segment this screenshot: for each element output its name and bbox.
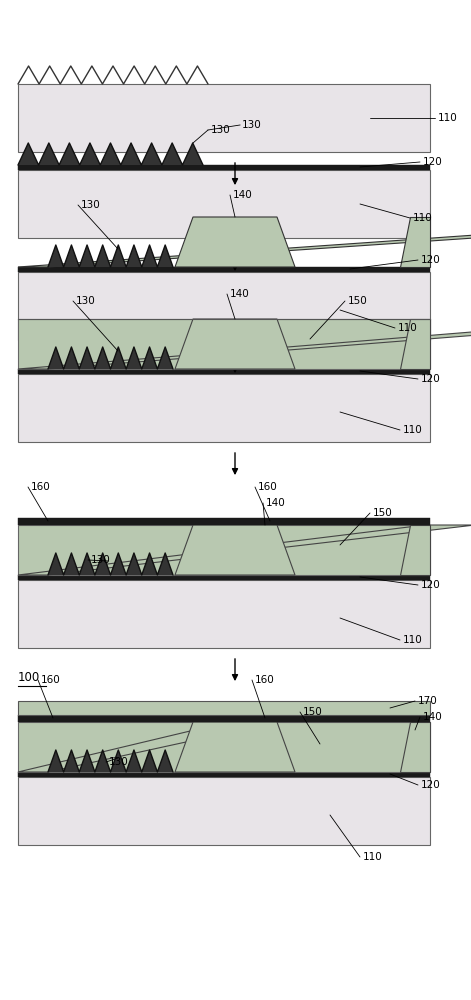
Text: 120: 120 <box>423 157 443 167</box>
Text: 110: 110 <box>413 213 433 223</box>
Bar <box>18 777 430 845</box>
Text: 150: 150 <box>303 707 323 717</box>
Bar <box>18 165 430 170</box>
Text: 140: 140 <box>266 498 286 508</box>
Bar <box>18 715 430 722</box>
Text: 130: 130 <box>76 296 96 306</box>
Bar <box>18 374 430 442</box>
Text: 130: 130 <box>211 125 231 135</box>
Bar <box>18 701 430 715</box>
Text: 120: 120 <box>421 580 441 590</box>
Bar <box>18 319 430 369</box>
Bar <box>18 772 430 777</box>
Text: 110: 110 <box>403 425 423 435</box>
Text: 130: 130 <box>109 757 129 767</box>
Polygon shape <box>48 245 173 267</box>
Bar <box>18 722 430 772</box>
Text: 110: 110 <box>403 635 423 645</box>
Text: 110: 110 <box>363 852 383 862</box>
Bar <box>18 272 430 340</box>
Polygon shape <box>48 553 173 575</box>
Polygon shape <box>400 525 430 575</box>
Text: 120: 120 <box>421 780 441 790</box>
Bar <box>18 575 430 580</box>
Polygon shape <box>175 319 295 369</box>
Polygon shape <box>48 750 173 772</box>
Text: 120: 120 <box>421 255 441 265</box>
Text: 150: 150 <box>373 508 393 518</box>
Text: 140: 140 <box>230 289 250 299</box>
Bar <box>18 369 430 374</box>
Text: 130: 130 <box>242 120 262 130</box>
Text: 100: 100 <box>18 671 40 684</box>
Bar <box>18 580 430 648</box>
Text: 140: 140 <box>233 190 253 200</box>
Bar <box>18 525 430 575</box>
Text: 160: 160 <box>31 482 51 492</box>
Polygon shape <box>400 217 430 267</box>
Polygon shape <box>175 217 295 267</box>
Polygon shape <box>175 722 295 772</box>
Polygon shape <box>175 525 295 575</box>
Polygon shape <box>400 722 430 772</box>
Polygon shape <box>18 217 471 267</box>
Text: 160: 160 <box>255 675 275 685</box>
Text: 110: 110 <box>438 113 458 123</box>
Text: 110: 110 <box>398 323 418 333</box>
Bar <box>18 518 430 525</box>
Text: 160: 160 <box>258 482 278 492</box>
Text: 160: 160 <box>41 675 61 685</box>
Polygon shape <box>18 722 278 772</box>
Text: 150: 150 <box>348 296 368 306</box>
Polygon shape <box>48 347 173 369</box>
Bar <box>18 84 430 152</box>
Polygon shape <box>18 319 471 369</box>
Text: 120: 120 <box>421 374 441 384</box>
Text: 170: 170 <box>418 696 438 706</box>
Polygon shape <box>18 143 203 165</box>
Bar <box>18 170 430 238</box>
Polygon shape <box>18 525 471 575</box>
Polygon shape <box>400 319 430 369</box>
Text: 130: 130 <box>81 200 101 210</box>
Text: 140: 140 <box>423 712 443 722</box>
Text: 130: 130 <box>91 555 111 565</box>
Bar <box>18 267 430 272</box>
